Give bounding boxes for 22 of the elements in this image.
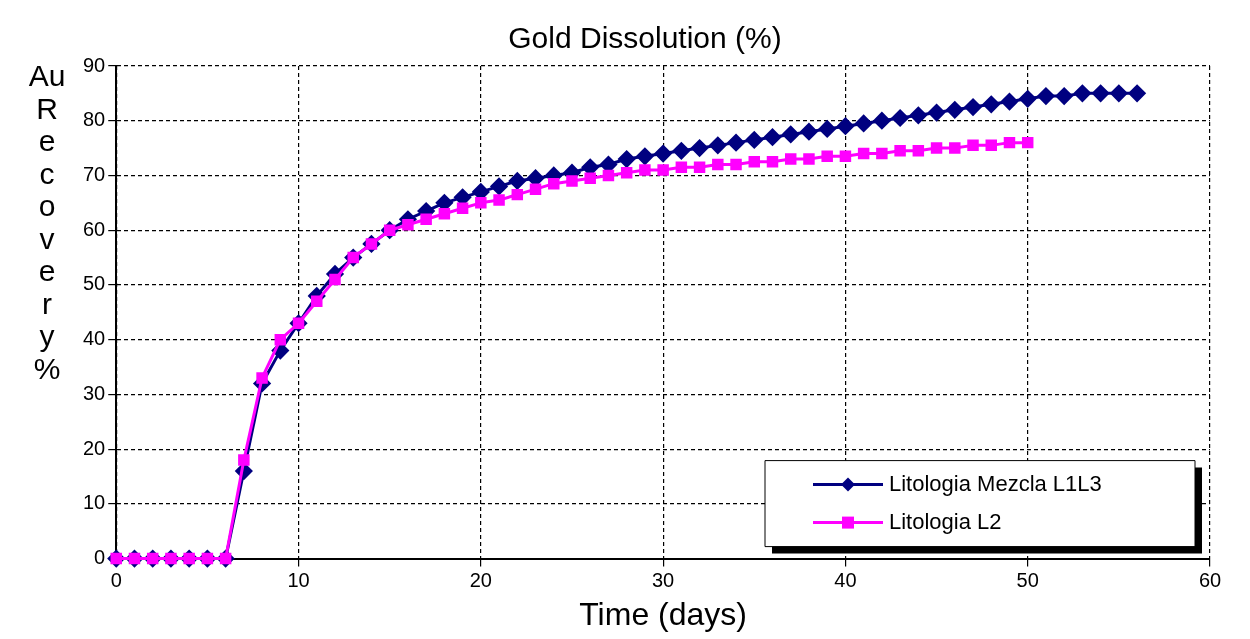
y-tick-label: 80: [83, 108, 106, 131]
x-tick-label: 30: [652, 569, 675, 592]
y-tick-label: 0: [94, 546, 106, 569]
x-tick-label: 60: [1198, 569, 1222, 592]
y-tick-label: 20: [83, 436, 106, 459]
x-tick-label: 10: [287, 569, 310, 592]
legend-label: Litologia L2: [889, 508, 1002, 534]
y-tick-label: 50: [83, 272, 106, 295]
y-tick-label: 70: [83, 162, 106, 185]
chart-title: Gold Dissolution (%): [508, 21, 782, 55]
legend-label: Litologia Mezcla L1L3: [889, 470, 1102, 496]
text: Au Recovery %: [28, 59, 66, 385]
x-tick-label: 0: [110, 569, 122, 592]
y-tick-label: 10: [83, 491, 106, 514]
x-tick-label: 50: [1016, 569, 1039, 592]
y-tick-label: 30: [83, 381, 106, 404]
x-axis-title: Time (days): [579, 595, 747, 632]
y-tick-label: 60: [83, 217, 106, 240]
x-tick-label: 20: [469, 569, 492, 592]
y-tick-label: 40: [83, 327, 106, 350]
y-tick-label: 90: [83, 53, 106, 76]
x-tick-label: 40: [834, 569, 857, 592]
